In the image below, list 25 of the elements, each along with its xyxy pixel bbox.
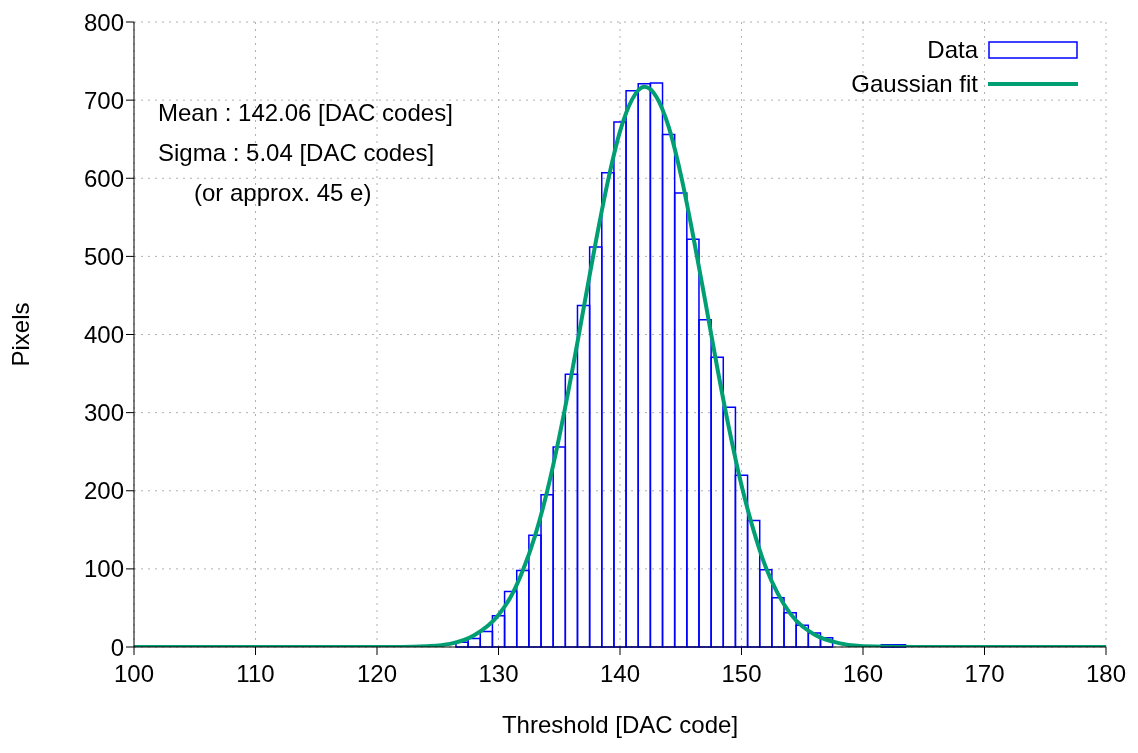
y-tick-label: 0 (110, 633, 124, 661)
annotation: (or approx. 45 e) (193, 178, 373, 208)
x-tick-label: 100 (113, 660, 155, 688)
y-tick-label: 400 (83, 321, 124, 349)
x-tick-label: 160 (842, 660, 884, 688)
y-tick-label: 300 (83, 399, 124, 427)
x-tick-label: 130 (478, 660, 519, 688)
x-tick-label: 150 (721, 660, 762, 688)
x-tick-label: 120 (356, 660, 398, 688)
y-tick-label: 500 (83, 242, 124, 270)
y-tick-label: 100 (83, 555, 124, 583)
x-tick-label: 180 (1085, 660, 1127, 688)
y-tick-label: 800 (83, 8, 124, 36)
y-tick-label: 700 (83, 86, 124, 114)
y-tick-label: 200 (83, 477, 124, 505)
annotation: Mean : 142.06 [DAC codes] (158, 98, 453, 128)
legend-label: Data (927, 36, 978, 64)
x-tick-label: 110 (236, 660, 275, 688)
x-tick-label: 170 (964, 660, 1005, 688)
x-axis-title: Threshold [DAC code] (501, 711, 739, 738)
x-tick-label: 140 (599, 660, 641, 688)
y-tick-label: 600 (83, 164, 124, 192)
legend-label: Gaussian fit (851, 70, 978, 98)
y-axis-title: Pixels (6, 302, 34, 367)
annotation: Sigma : 5.04 [DAC codes] (158, 138, 436, 168)
